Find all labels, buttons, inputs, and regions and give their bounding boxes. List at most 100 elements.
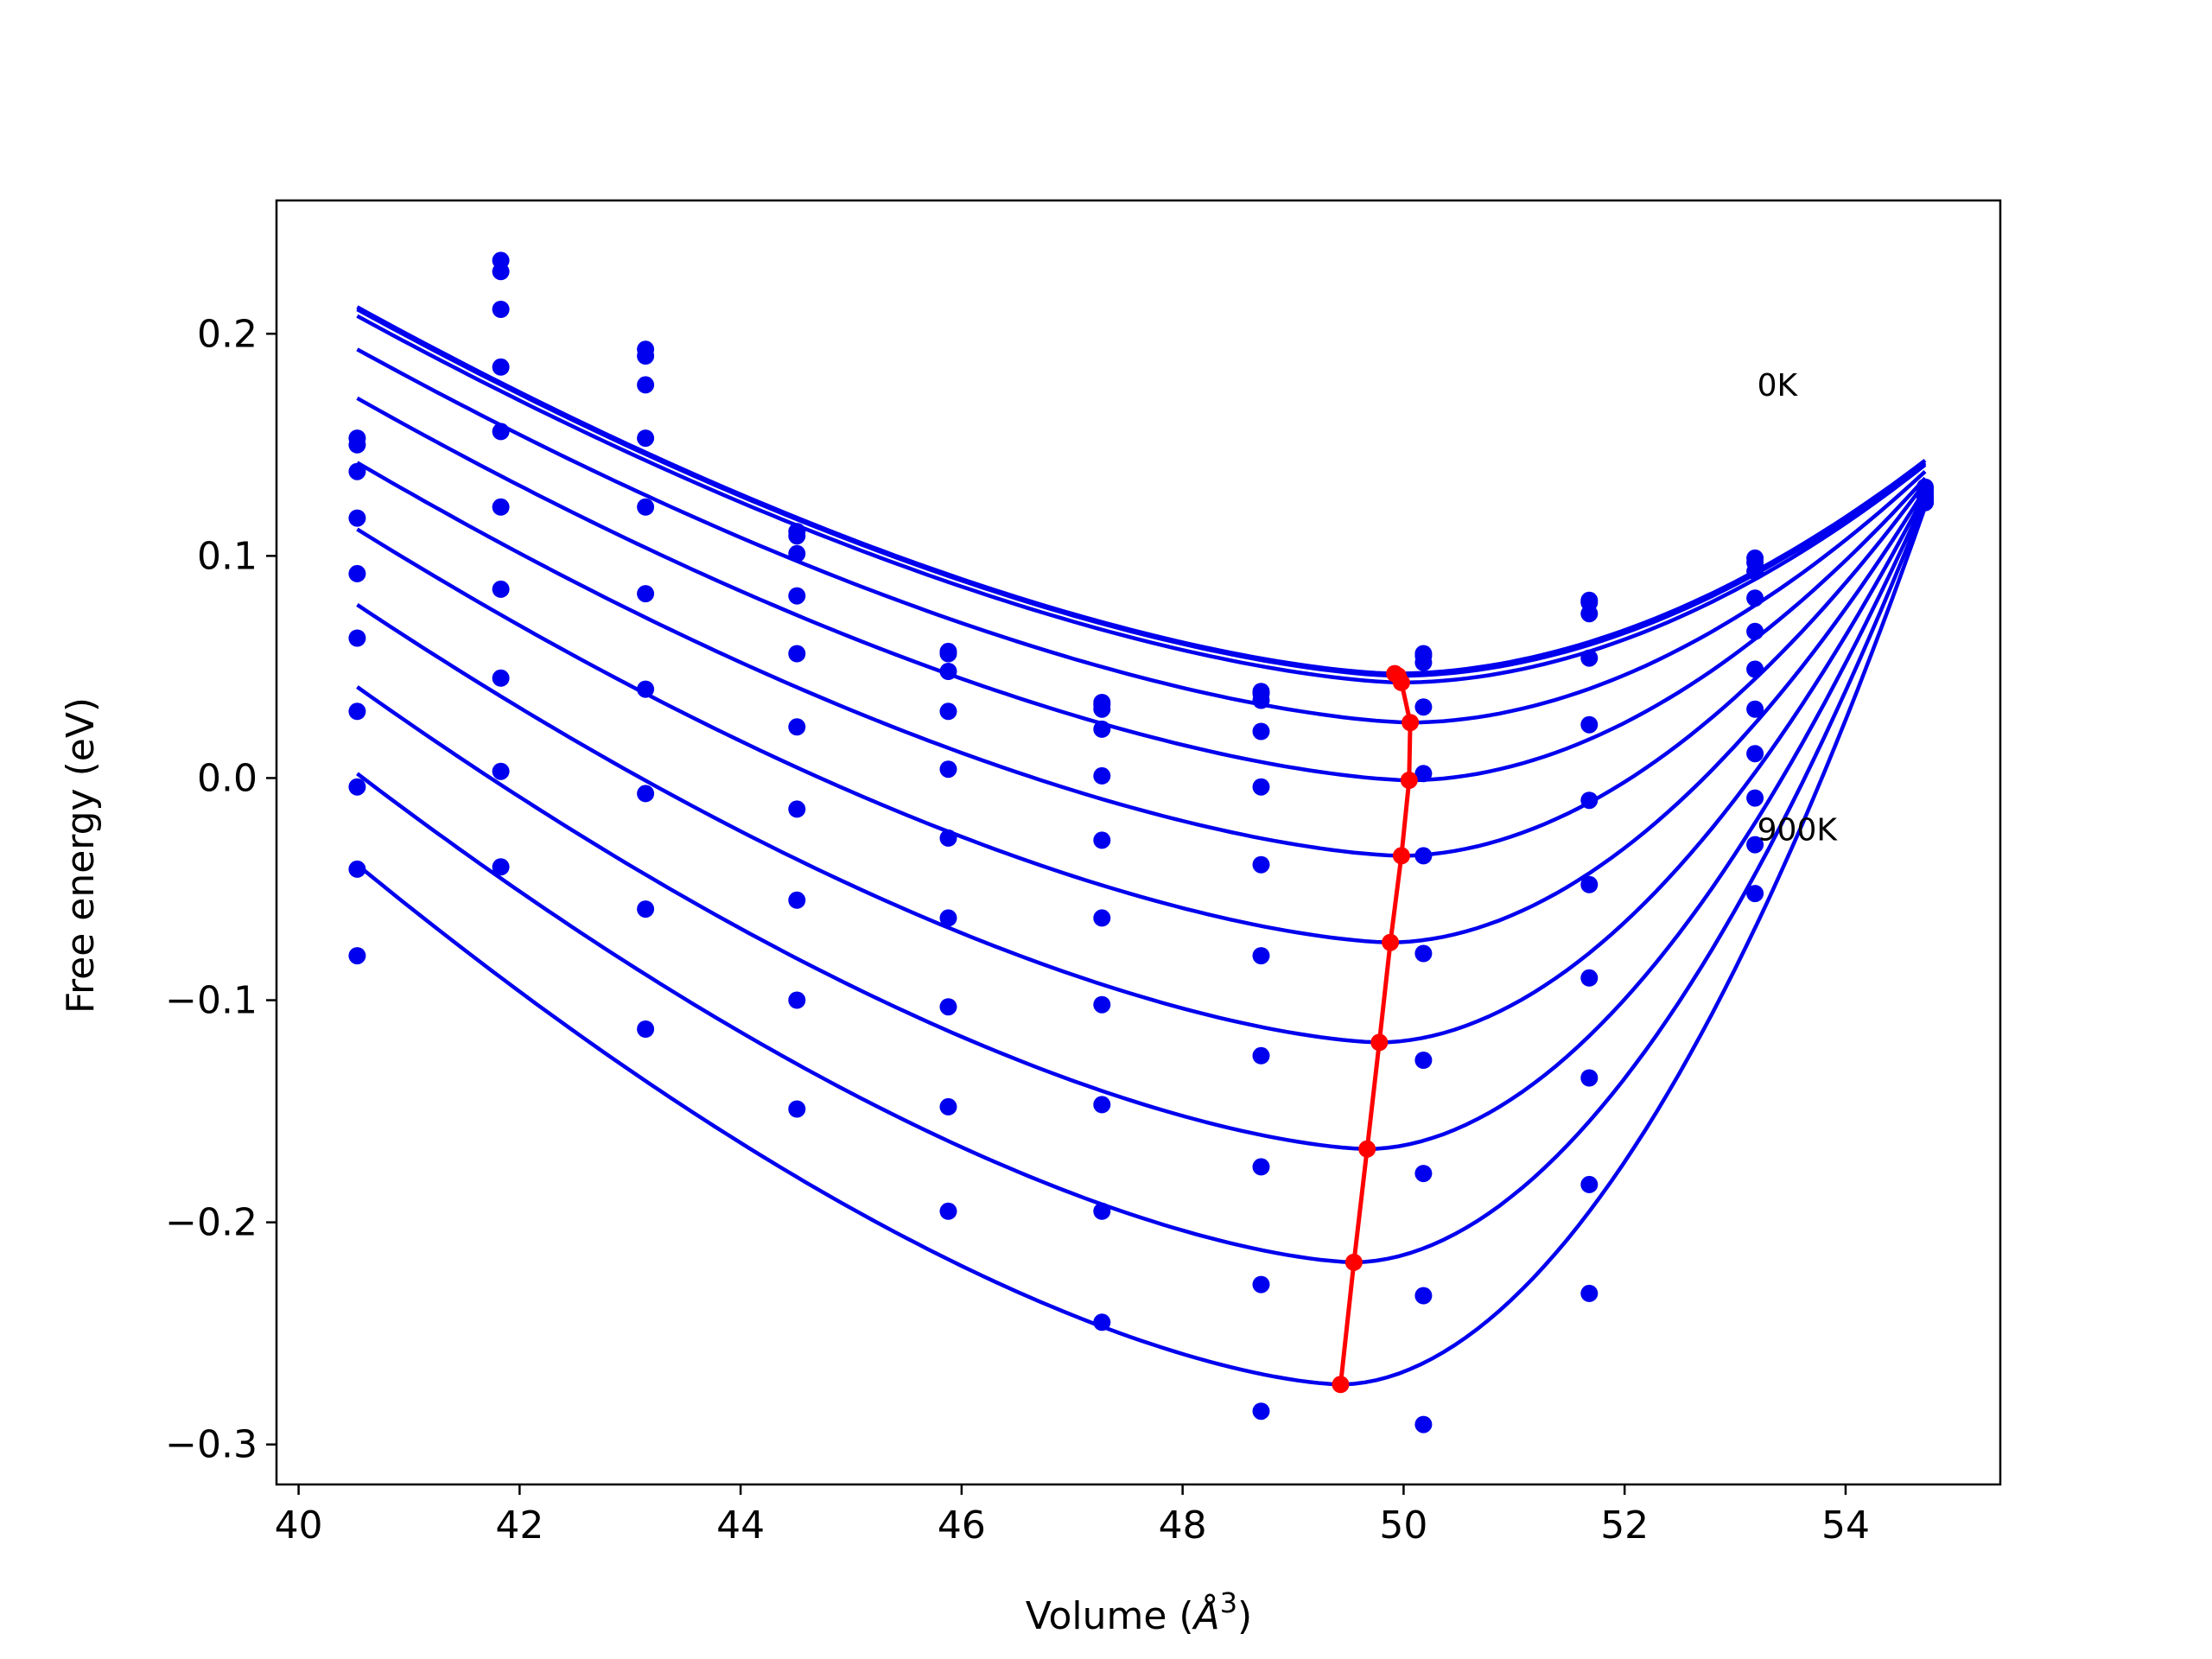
- data-point: [1414, 847, 1433, 865]
- data-point: [1746, 745, 1764, 763]
- data-point: [1252, 855, 1270, 874]
- fit-curves-layer: [355, 305, 1928, 1387]
- data-point: [348, 462, 366, 480]
- data-point: [1093, 1096, 1111, 1114]
- data-point: [348, 435, 366, 454]
- data-point: [939, 1202, 957, 1220]
- data-point: [492, 580, 510, 598]
- data-point: [939, 702, 957, 721]
- x-tick-label: 46: [938, 1503, 986, 1548]
- temperature-annotation: 900K: [1758, 812, 1839, 848]
- data-point: [939, 760, 957, 779]
- data-point: [492, 858, 510, 876]
- data-point: [348, 947, 366, 965]
- data-point: [348, 629, 366, 647]
- data-point: [788, 587, 806, 605]
- data-point: [1580, 969, 1599, 987]
- fit-curve-4: [356, 396, 1927, 783]
- data-point: [1252, 947, 1270, 965]
- data-points-layer: [348, 251, 1934, 1433]
- y-tick-label: −0.2: [165, 1201, 257, 1245]
- data-point: [1580, 649, 1599, 667]
- fit-curve-6: [356, 488, 1927, 944]
- data-point: [1580, 875, 1599, 893]
- data-point: [788, 991, 806, 1009]
- fit-curve-8: [356, 497, 1928, 1152]
- fit-curve-2: [356, 314, 1927, 685]
- minimum-point: [1392, 673, 1410, 691]
- minimum-point: [1402, 714, 1420, 732]
- data-point: [1093, 766, 1111, 785]
- data-point: [939, 829, 957, 847]
- x-tick-label: 52: [1600, 1503, 1649, 1548]
- data-point: [788, 800, 806, 818]
- x-tick-label: 40: [275, 1503, 323, 1548]
- data-point: [1580, 605, 1599, 623]
- y-tick-label: 0.0: [197, 756, 257, 800]
- data-point: [1093, 909, 1111, 927]
- x-tick-label: 42: [495, 1503, 543, 1548]
- data-point: [1580, 1069, 1599, 1087]
- data-point: [637, 785, 655, 803]
- data-point: [1746, 660, 1764, 678]
- data-point: [492, 263, 510, 281]
- x-tick-label: 50: [1379, 1503, 1427, 1548]
- temperature-annotation: 0K: [1758, 368, 1799, 404]
- fit-curve-9: [356, 501, 1928, 1265]
- data-point: [637, 347, 655, 365]
- data-point: [492, 358, 510, 376]
- data-point: [637, 1020, 655, 1038]
- data-point: [788, 891, 806, 909]
- data-point: [1252, 691, 1270, 709]
- minimum-point: [1392, 847, 1410, 865]
- data-point: [939, 1097, 957, 1116]
- minimum-point: [1358, 1140, 1376, 1158]
- fit-curve-0: [356, 305, 1927, 676]
- data-point: [1746, 885, 1764, 903]
- y-tick-label: 0.1: [197, 534, 257, 578]
- data-point: [492, 498, 510, 516]
- data-point: [788, 718, 806, 736]
- minimum-point: [1344, 1253, 1363, 1271]
- data-point: [492, 762, 510, 780]
- data-point: [788, 544, 806, 563]
- data-point: [1252, 1158, 1270, 1176]
- y-axis-ticks: −0.3 −0.2 −0.1 0.0 0.1 0.2: [165, 312, 276, 1467]
- minimum-point: [1332, 1376, 1350, 1394]
- data-point: [1414, 944, 1433, 963]
- data-point: [348, 860, 366, 878]
- fit-curve-10: [355, 506, 1928, 1387]
- data-point: [1093, 700, 1111, 718]
- data-point: [637, 429, 655, 448]
- data-point: [1746, 836, 1764, 854]
- minimum-point: [1400, 772, 1418, 789]
- data-point: [348, 778, 366, 796]
- data-point: [348, 702, 366, 721]
- data-point: [1252, 778, 1270, 796]
- data-point: [348, 564, 366, 582]
- x-tick-label: 48: [1159, 1503, 1207, 1548]
- y-tick-label: −0.1: [165, 979, 257, 1023]
- data-point: [1093, 1313, 1111, 1332]
- data-point: [939, 998, 957, 1016]
- data-point: [1414, 653, 1433, 671]
- plot-frame: [275, 199, 2002, 1486]
- data-point: [788, 527, 806, 545]
- data-point: [1414, 698, 1433, 716]
- data-point: [348, 509, 366, 527]
- data-point: [1093, 831, 1111, 849]
- data-point: [637, 900, 655, 918]
- data-point: [1252, 1402, 1270, 1421]
- data-point: [492, 301, 510, 318]
- data-point: [939, 909, 957, 927]
- data-point: [492, 669, 510, 687]
- data-point: [1252, 1275, 1270, 1294]
- data-point: [1093, 995, 1111, 1014]
- data-point: [492, 423, 510, 441]
- y-tick-label: 0.2: [197, 312, 257, 356]
- data-point: [637, 376, 655, 394]
- data-point: [637, 498, 655, 516]
- x-tick-label: 54: [1821, 1503, 1870, 1548]
- data-point: [1252, 1046, 1270, 1065]
- x-axis-label: Volume (Å3): [1026, 1586, 1252, 1638]
